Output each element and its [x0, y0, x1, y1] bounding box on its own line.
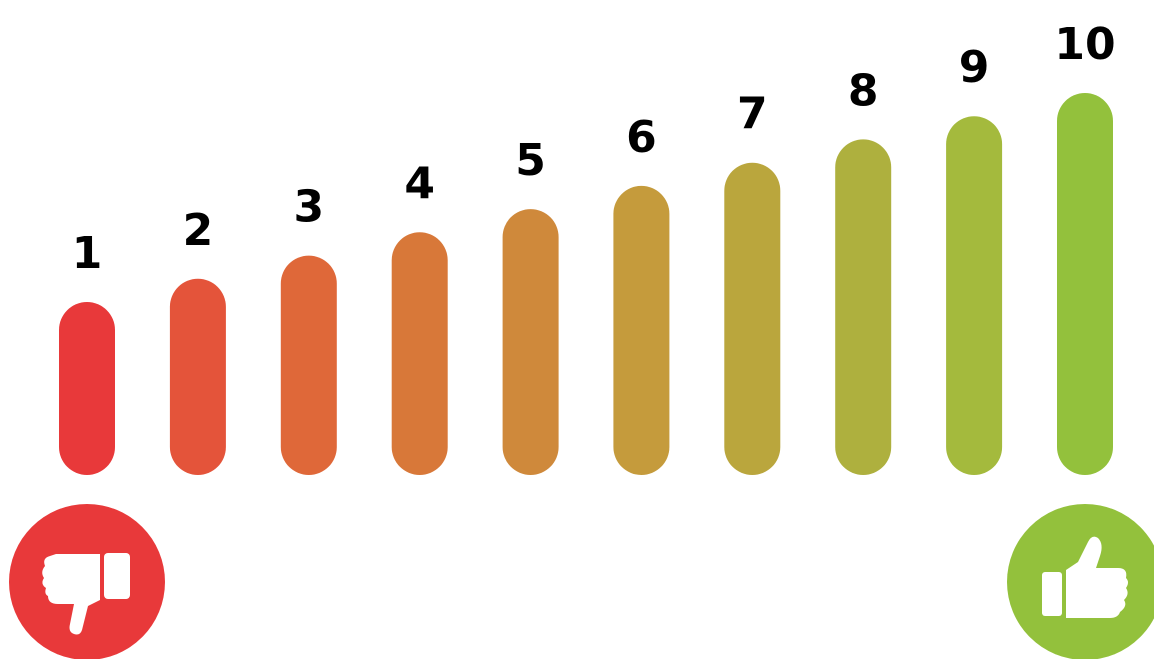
rating-label-3: 3 [293, 182, 324, 233]
rating-bar-6[interactable] [613, 185, 670, 475]
rating-label-2: 2 [183, 205, 214, 256]
rating-bar-7[interactable] [724, 162, 781, 475]
rating-bar-8[interactable] [835, 139, 892, 475]
rating-bar-1[interactable] [59, 302, 115, 475]
rating-bar-2[interactable] [169, 278, 226, 475]
rating-label-7: 7 [737, 89, 768, 140]
rating-label-10: 10 [1054, 19, 1115, 70]
rating-label-8: 8 [848, 65, 879, 116]
rating-label-5: 5 [515, 135, 546, 186]
thumbs-down-icon[interactable] [9, 504, 165, 659]
rating-bar-5[interactable] [502, 209, 559, 475]
thumbs-down-glyph [42, 553, 130, 635]
thumbs-up-glyph [1042, 536, 1128, 618]
rating-label-6: 6 [626, 112, 657, 163]
rating-bar-9[interactable] [946, 116, 1003, 475]
rating-bar-10[interactable] [1057, 93, 1113, 475]
rating-label-4: 4 [404, 158, 435, 209]
rating-bars [59, 93, 1113, 475]
rating-labels: 1 2 3 4 5 6 7 8 9 10 [72, 19, 1116, 279]
rating-bar-3[interactable] [280, 255, 337, 475]
thumbs-up-icon[interactable] [1007, 504, 1154, 659]
rating-label-1: 1 [72, 228, 103, 279]
rating-label-9: 9 [959, 42, 990, 93]
rating-bar-4[interactable] [391, 232, 448, 475]
